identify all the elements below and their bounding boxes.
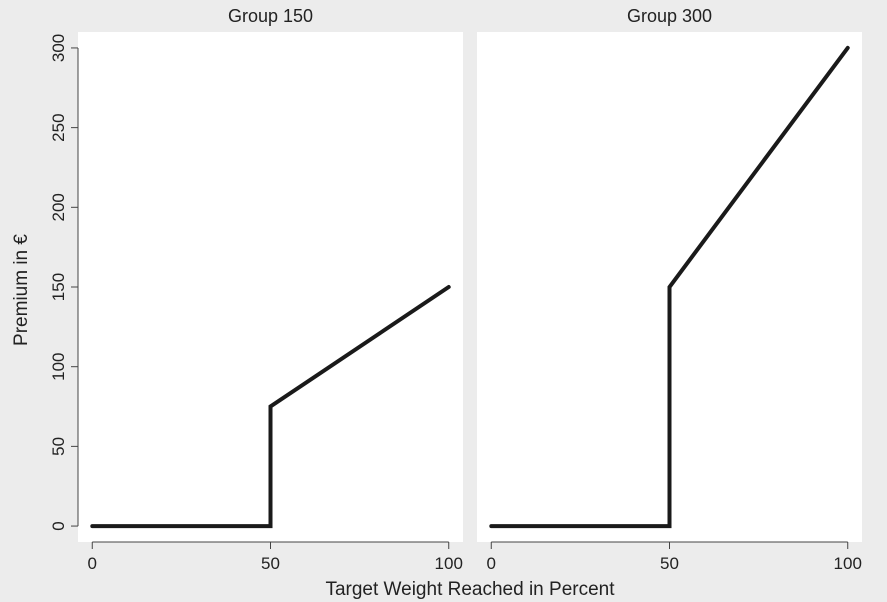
- x-tick-label: 100: [834, 554, 862, 573]
- y-tick-label: 100: [49, 353, 68, 381]
- y-tick-label: 250: [49, 113, 68, 141]
- panels: Group 150 0 50 100 0 50 100 150 200 250 300 Group 3…: [49, 6, 862, 573]
- y-axis-label: Premium in €: [11, 234, 32, 346]
- series-line: [90, 285, 451, 529]
- y-tick-label: 300: [49, 34, 68, 62]
- y-tick-label: 0: [49, 521, 68, 530]
- x-axis-label: Target Weight Reached in Percent: [325, 579, 615, 600]
- y-tick-label: 200: [49, 193, 68, 221]
- x-tick-label: 50: [261, 554, 280, 573]
- panel-2: Group 300 0 50 100: [477, 6, 862, 573]
- y-tick-label: 50: [49, 437, 68, 456]
- x-tick-label: 50: [660, 554, 679, 573]
- panel-title: Group 150: [228, 6, 313, 26]
- x-tick-label: 100: [435, 554, 463, 573]
- series-line: [489, 45, 850, 529]
- x-tick-label: 0: [88, 554, 97, 573]
- y-tick-label: 150: [49, 273, 68, 301]
- panel-1: Group 150 0 50 100 0 50 100 150 200 250 300: [49, 6, 463, 573]
- panel-title: Group 300: [627, 6, 712, 26]
- x-tick-label: 0: [487, 554, 496, 573]
